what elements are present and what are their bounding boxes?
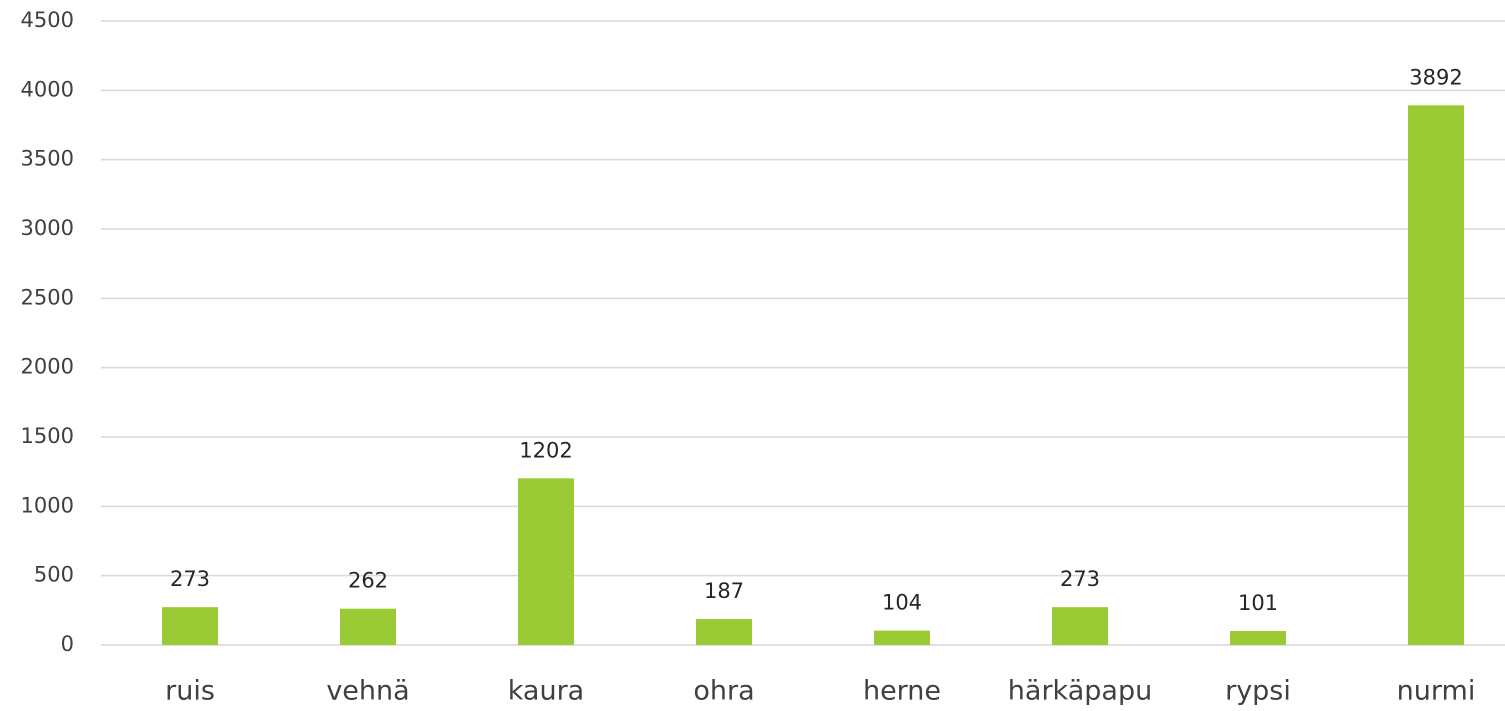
bar <box>1052 607 1108 645</box>
y-tick-label: 3500 <box>21 147 74 171</box>
data-label: 101 <box>1238 591 1278 615</box>
data-label: 187 <box>704 579 744 603</box>
bar <box>1230 630 1286 645</box>
x-tick-label: vehnä <box>326 676 409 707</box>
y-tick-label: 2000 <box>21 355 74 379</box>
x-tick-label: kaura <box>508 676 584 707</box>
bar <box>162 607 218 645</box>
data-label: 273 <box>1060 567 1100 591</box>
x-tick-label: härkäpapu <box>1008 676 1152 707</box>
x-tick-label: rypsi <box>1225 676 1291 707</box>
y-tick-label: 2500 <box>21 285 74 309</box>
data-label: 273 <box>170 567 210 591</box>
y-tick-label: 1500 <box>21 424 74 448</box>
data-label: 3892 <box>1409 65 1462 89</box>
x-tick-label: ruis <box>165 676 215 707</box>
x-tick-label: herne <box>863 676 941 707</box>
x-tick-label: ohra <box>693 676 754 707</box>
bar <box>518 478 574 645</box>
bar <box>1408 105 1464 646</box>
y-tick-label: 3000 <box>21 216 74 240</box>
x-tick-label: nurmi <box>1397 676 1476 707</box>
bar <box>340 608 396 645</box>
data-label: 104 <box>882 591 922 615</box>
bar <box>696 619 752 645</box>
y-tick-label: 4500 <box>21 8 74 32</box>
y-tick-label: 0 <box>61 632 74 656</box>
y-tick-label: 500 <box>34 563 74 587</box>
data-label: 262 <box>348 569 388 593</box>
bar <box>874 630 930 645</box>
y-tick-label: 4000 <box>21 77 74 101</box>
y-tick-label: 1000 <box>21 493 74 517</box>
data-label: 1202 <box>519 438 572 462</box>
